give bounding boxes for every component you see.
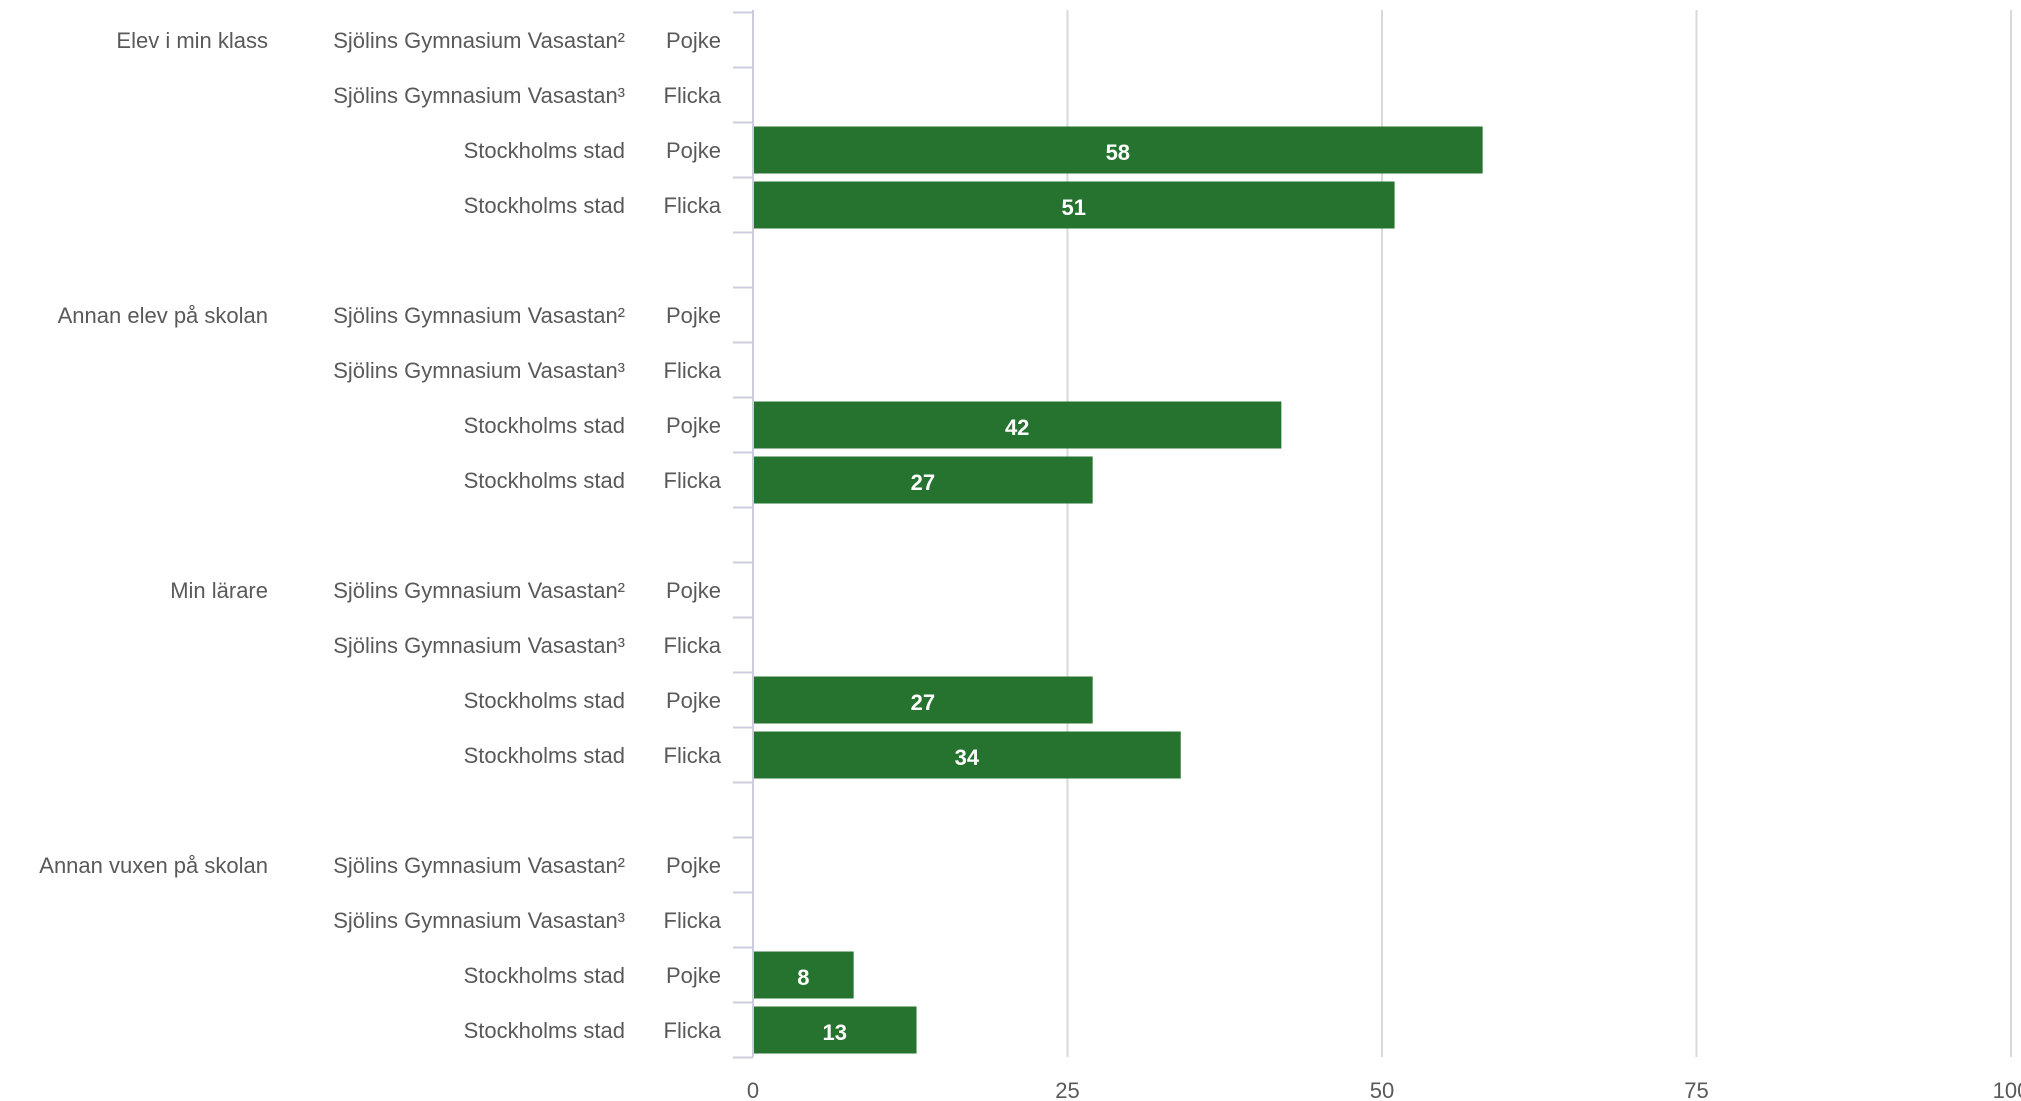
school-label: Stockholms stad [464,413,625,438]
gender-label: Pojke [666,138,721,163]
school-label: Stockholms stad [464,743,625,768]
gender-label: Flicka [664,633,722,658]
gender-label: Pojke [666,688,721,713]
school-label: Sjölins Gymnasium Vasastan³ [333,633,625,658]
bar-value-label: 42 [1005,415,1029,440]
bars: 58 51 42 27 27 34 8 13 [754,126,1483,1054]
group-label: Elev i min klass [116,28,268,53]
school-label: Stockholms stad [464,468,625,493]
gender-label: Flicka [664,358,722,383]
bar-value-label: 27 [911,690,935,715]
gender-label: Pojke [666,853,721,878]
group-label: Annan vuxen på skolan [39,853,268,878]
x-tick-label: 25 [1055,1078,1079,1101]
school-label: Stockholms stad [464,1018,625,1043]
school-label: Sjölins Gymnasium Vasastan³ [333,358,625,383]
bar [754,676,1093,724]
school-label: Sjölins Gymnasium Vasastan² [333,303,625,328]
x-tick-label: 50 [1370,1078,1394,1101]
group-label: Min lärare [170,578,268,603]
gender-label: Flicka [664,193,722,218]
gender-label: Flicka [664,83,722,108]
bar [754,456,1093,504]
school-label: Stockholms stad [464,138,625,163]
bar-value-label: 58 [1106,140,1130,165]
x-tick-label: 100 [1993,1078,2021,1101]
y-axis [733,10,754,1059]
school-label: Sjölins Gymnasium Vasastan³ [333,83,625,108]
bar [754,731,1181,779]
group-label: Annan elev på skolan [58,303,268,328]
gender-label: Pojke [666,303,721,328]
bar-value-label: 8 [797,965,809,990]
school-label: Stockholms stad [464,688,625,713]
gender-label: Flicka [664,468,722,493]
x-tick-label: 0 [747,1078,759,1101]
school-label: Sjölins Gymnasium Vasastan² [333,28,625,53]
category-labels: Elev i min klass Sjölins Gymnasium Vasast… [39,28,721,1043]
bar [754,951,854,999]
bar-value-label: 51 [1062,195,1086,220]
school-label: Sjölins Gymnasium Vasastan³ [333,908,625,933]
gender-label: Flicka [664,908,722,933]
bar-value-label: 13 [823,1020,847,1045]
gender-label: Pojke [666,578,721,603]
gender-label: Flicka [664,1018,722,1043]
bar [754,126,1483,174]
school-label: Stockholms stad [464,963,625,988]
x-axis-ticks: 0 25 50 75 100 [747,1078,2021,1101]
school-label: Sjölins Gymnasium Vasastan² [333,578,625,603]
bar-value-label: 27 [911,470,935,495]
bar [754,181,1395,229]
gender-label: Pojke [666,28,721,53]
x-tick-label: 75 [1684,1078,1708,1101]
bar [754,401,1282,449]
bar-value-label: 34 [955,745,980,770]
gender-label: Pojke [666,413,721,438]
gender-label: Flicka [664,743,722,768]
school-label: Sjölins Gymnasium Vasastan² [333,853,625,878]
gender-label: Pojke [666,963,721,988]
bar [754,1006,917,1054]
school-label: Stockholms stad [464,193,625,218]
